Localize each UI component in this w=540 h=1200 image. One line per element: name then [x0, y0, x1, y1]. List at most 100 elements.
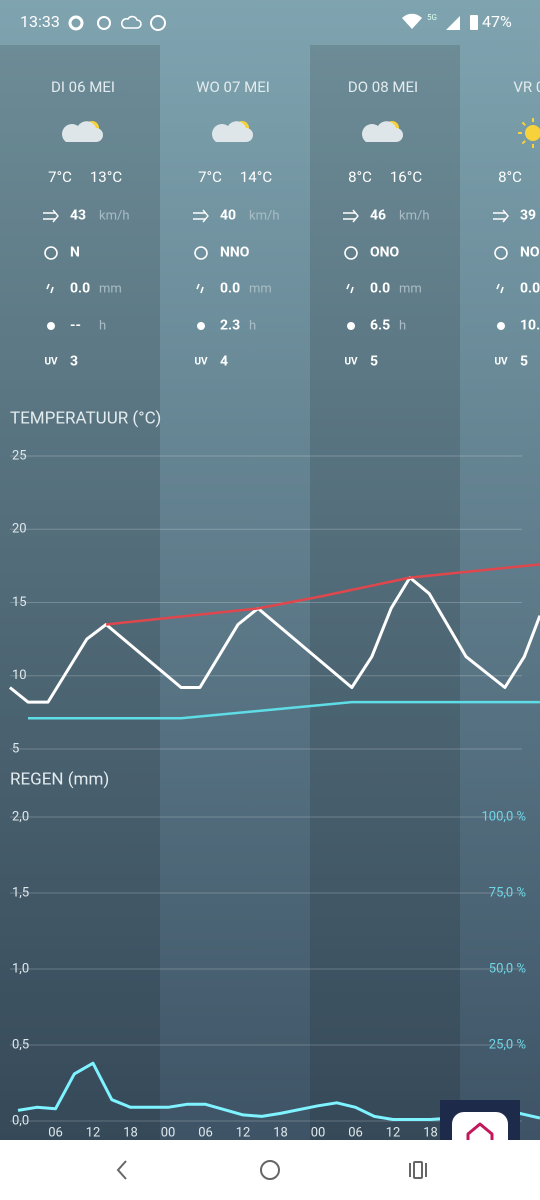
battery-icon	[470, 15, 478, 30]
max-temp: 13°C	[90, 168, 122, 186]
y-tick-label: 25	[12, 448, 27, 463]
sun-icon	[497, 322, 505, 330]
sun-icon	[47, 322, 55, 330]
rain-icon	[346, 283, 354, 294]
wind-icon	[343, 209, 359, 223]
x-tick-label: 12	[386, 1125, 401, 1140]
status-icon	[121, 15, 142, 29]
day-rain: 0.0	[220, 281, 240, 297]
day-sun: 6.5	[370, 318, 390, 334]
day-sun: --	[70, 318, 81, 334]
y2-tick-label: 50,0 %	[489, 961, 526, 976]
signal-icon	[446, 16, 460, 30]
day-date: VR 09	[513, 78, 540, 96]
chart-title: TEMPERATUUR (°C)	[10, 408, 161, 428]
day-rain: 0.0	[70, 281, 90, 297]
weather-sun-ray	[521, 121, 526, 126]
max-temp: 14°C	[240, 168, 272, 186]
day-direction: NO	[520, 245, 540, 261]
y2-tick-label: 100,0 %	[481, 809, 526, 824]
sun-icon	[197, 322, 205, 330]
status-icon	[68, 15, 84, 31]
day-uv: 5	[370, 354, 378, 370]
weather-sun	[525, 125, 540, 141]
uv-label: UV	[344, 357, 358, 368]
day-direction: ONO	[370, 245, 400, 261]
day-wind-unit: km/h	[249, 208, 280, 223]
nav-bar	[0, 1140, 540, 1200]
day-rain: 0.0	[370, 281, 390, 297]
min-temp: 8°C	[498, 168, 522, 186]
day-rain-unit: mm	[99, 281, 122, 296]
day-wind: 43	[70, 208, 86, 224]
x-tick-label: 12	[86, 1125, 101, 1140]
series-line	[17, 1061, 540, 1121]
day-uv: 5	[520, 354, 528, 370]
x-tick-label: 06	[348, 1125, 363, 1140]
max-temp: 16°C	[390, 168, 422, 186]
wind-icon	[43, 209, 59, 223]
y-tick-label: 20	[12, 522, 27, 537]
day-date: DO 08 MEI	[348, 78, 418, 96]
day-wind: 46	[370, 208, 386, 224]
series-line	[105, 563, 540, 626]
direction-icon	[344, 246, 358, 260]
min-temp: 7°C	[198, 168, 222, 186]
y-tick-label: 15	[12, 595, 27, 610]
day-date: WO 07 MEI	[196, 78, 270, 96]
nav-home[interactable]	[260, 1160, 280, 1180]
status-icon	[97, 16, 111, 30]
y-tick-label: 1,5	[12, 885, 29, 900]
weather-cloud	[212, 121, 253, 142]
status-icon	[150, 15, 166, 31]
day-sun-unit: h	[99, 318, 106, 333]
x-tick-label: 18	[273, 1125, 288, 1140]
uv-label: UV	[194, 357, 208, 368]
day-sun: 2.3	[220, 318, 240, 334]
network: 5G	[427, 13, 437, 22]
x-tick-label: 12	[236, 1125, 251, 1140]
content: DI 06 MEI 7°C 13°C 43 km/h N 0.0 mm -- h UV 3 WO 07 …	[8, 78, 540, 1180]
day-rain-unit: mm	[249, 281, 272, 296]
y2-tick-label: 25,0 %	[489, 1037, 526, 1052]
direction-icon	[494, 246, 508, 260]
rain-icon	[46, 283, 54, 294]
day-rain: 0.0	[520, 281, 540, 297]
chart-title: REGEN (mm)	[10, 769, 109, 789]
battery: 47%	[482, 12, 512, 31]
y-tick-label: 1,0	[12, 961, 29, 976]
wind-icon	[493, 209, 509, 223]
day-sun: 10.4	[520, 318, 540, 334]
wind-icon	[193, 209, 209, 223]
direction-icon	[44, 246, 58, 260]
day-date: DI 06 MEI	[51, 78, 115, 96]
x-tick-label: 00	[161, 1125, 176, 1140]
y2-tick-label: 75,0 %	[489, 885, 526, 900]
direction-icon	[194, 246, 208, 260]
day-direction: N	[70, 245, 80, 261]
day-direction: NNO	[220, 245, 250, 261]
sun-icon	[347, 322, 355, 330]
rain-icon	[496, 283, 504, 294]
day-wind: 40	[220, 208, 236, 224]
uv-label: UV	[494, 357, 508, 368]
rain-icon	[196, 283, 204, 294]
uv-label: UV	[44, 357, 58, 368]
min-temp: 7°C	[48, 168, 72, 186]
weather-cloud	[362, 121, 403, 142]
day-uv: 4	[220, 354, 228, 370]
nav-back[interactable]	[116, 1160, 127, 1180]
background	[0, 0, 540, 1140]
weather-sun-ray	[521, 140, 526, 145]
day-rain-unit: mm	[399, 281, 422, 296]
nav-recent[interactable]	[409, 1161, 427, 1179]
x-tick-label: 18	[123, 1125, 138, 1140]
day-wind: 39	[520, 208, 536, 224]
day-uv: 3	[70, 354, 78, 370]
x-tick-label: 00	[311, 1125, 326, 1140]
status-time: 13:33	[20, 12, 60, 31]
y-tick-label: 0,0	[12, 1113, 29, 1128]
series-line	[28, 700, 540, 720]
day-wind-unit: km/h	[99, 208, 130, 223]
